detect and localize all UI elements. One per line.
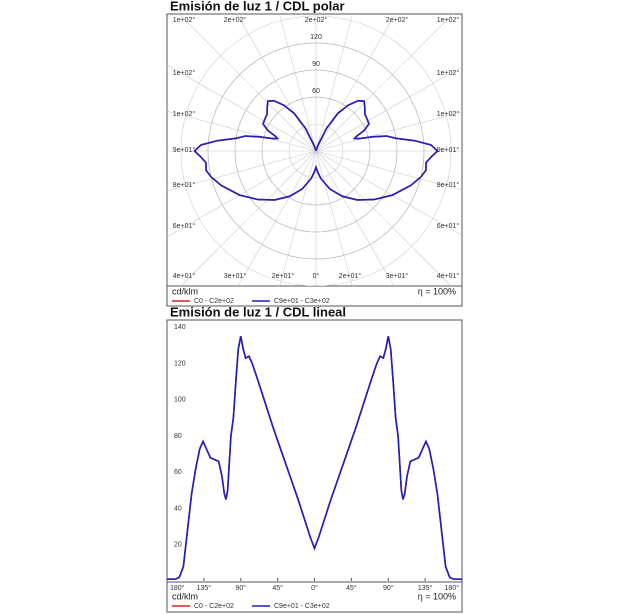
polar-grid [167,14,462,286]
chart-title: Emisión de luz 1 / CDL lineal [170,304,346,319]
polar-spoke [167,64,317,152]
r-tick-label: 90 [312,61,320,68]
unit-label: cd/klm [172,591,198,601]
panel-frame [166,13,463,307]
polar-spoke [167,150,317,238]
angle-label: 3e+01° [386,272,409,280]
y-tick-label: 60 [174,469,182,476]
legend-label: C0 - C2e+02 [194,603,234,610]
y-tick-label: 140 [174,324,186,331]
polar-spoke [279,150,317,286]
angle-label: 0° [313,272,320,280]
angle-label: 9e+01° [437,146,460,154]
x-tick-label: 0° [311,584,318,592]
angle-label: 1e+02° [437,110,460,118]
angle-label: 2e+01° [339,272,362,280]
angle-label: 1e+02° [173,69,196,77]
angle-label: 6e+01° [437,222,460,230]
polar-spoke [315,111,462,152]
polar-spoke [315,66,462,152]
polar-spoke [315,150,395,286]
x-tick-label: 45° [272,584,283,592]
unit-label: cd/klm [172,286,198,296]
polar-spoke [167,150,317,192]
x-tick-label: 90° [383,584,394,592]
angle-label: 3e+01° [224,272,247,280]
angle-label: 2e+02° [224,16,247,24]
legend-label: C9e+01 - C3e+02 [274,298,330,305]
angle-label: 1e+02° [437,16,460,24]
polar-tick-ring [261,96,371,206]
legend-label: C0 - C2e+02 [194,298,234,305]
polar-spoke [180,150,317,286]
angle-label: 2e+02° [386,16,409,24]
line-curves [167,336,462,580]
panel-frame [166,319,463,613]
angle-label: 8e+01° [173,181,196,189]
chart-title: Emisión de luz 1 / CDL polar [170,0,345,13]
angle-label: 2e+01° [272,272,295,280]
polar-spoke [315,14,396,152]
y-tick-label: 40 [174,505,182,512]
angle-label: 1e+02° [437,69,460,77]
x-tick-label: 180° [170,584,185,592]
angle-label: 8e+01° [437,181,460,189]
polar-spoke [315,14,354,152]
polar-spoke [167,110,317,152]
polar-spoke [278,14,317,152]
x-tick-label: 135° [418,584,433,592]
x-tick-label: 135° [197,584,212,592]
polar-spoke [315,14,454,152]
efficiency-label: η = 100% [418,591,456,601]
polar-ring [180,15,452,286]
y-tick-label: 100 [174,397,186,404]
polar-spoke [315,150,452,286]
line-curve [167,336,462,580]
x-tick-label: 180° [445,584,460,592]
x-tick-label: 45° [346,584,357,592]
y-tick-label: 120 [174,360,186,367]
polar-spoke [236,14,317,152]
polar-curves [193,99,439,201]
angle-label: 6e+01° [173,222,196,230]
polar-spoke [237,150,317,286]
angle-label: 4e+01° [437,272,460,280]
polar-tick-ring [234,69,398,233]
angle-label: 4e+01° [173,272,196,280]
polar-ring [288,123,344,179]
polar-spoke [178,14,317,152]
legend-label: C9e+01 - C3e+02 [274,603,330,610]
polar-spoke [315,150,462,191]
angle-label: 1e+02° [173,16,196,24]
y-tick-label: 20 [174,542,182,549]
angle-label: 1e+02° [173,110,196,118]
polar-spoke [315,150,462,236]
polar-tick-ring [207,42,425,260]
x-tick-label: 90° [235,584,246,592]
y-tick-label: 80 [174,433,182,440]
r-tick-label: 60 [312,88,320,95]
angle-label: 2e+02° [305,16,328,24]
polar-spoke [315,150,353,286]
angle-label: 9e+01° [173,146,196,154]
r-tick-label: 120 [310,34,322,41]
efficiency-label: η = 100% [418,286,456,296]
polar-curve [193,99,439,201]
